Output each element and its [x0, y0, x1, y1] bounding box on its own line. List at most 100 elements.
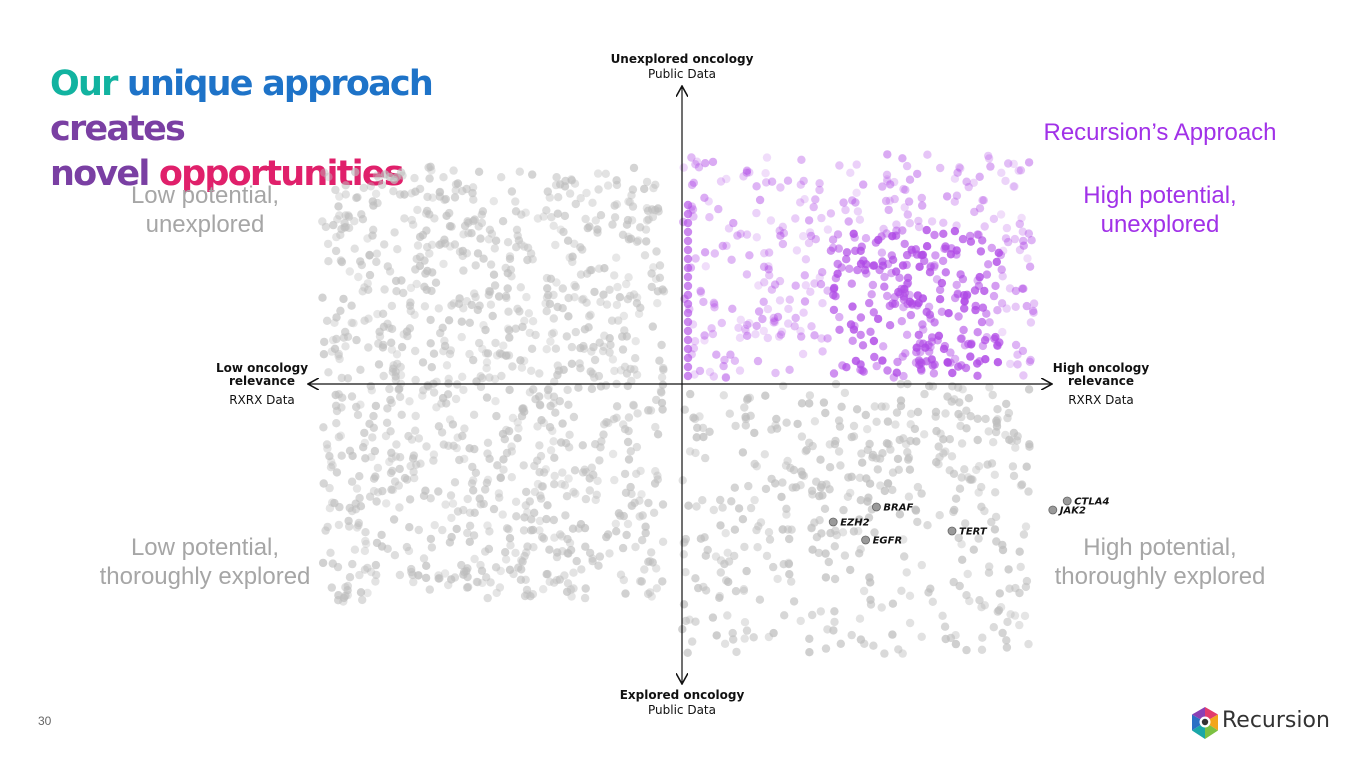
background-point: [365, 492, 375, 501]
background-point: [518, 322, 527, 332]
background-point: [341, 190, 350, 199]
gene-point: [1048, 505, 1058, 515]
background-point: [619, 511, 628, 521]
background-point: [469, 195, 478, 204]
highlight-point: [823, 286, 832, 295]
background-point: [425, 249, 434, 258]
highlight-point: [849, 229, 858, 238]
background-point: [542, 307, 551, 316]
background-point: [898, 649, 907, 658]
background-point: [550, 453, 559, 462]
highlight-point: [754, 281, 763, 290]
highlight-point: [710, 249, 719, 258]
highlight-point: [970, 207, 979, 217]
highlight-point: [950, 354, 960, 364]
highlight-point: [856, 330, 865, 340]
highlight-point: [811, 195, 820, 204]
background-point: [318, 293, 327, 302]
background-point: [560, 211, 570, 221]
background-point: [821, 644, 831, 653]
background-point: [325, 504, 335, 513]
gene-point: [872, 502, 881, 512]
highlight-point: [992, 257, 1001, 267]
highlight-point: [883, 150, 892, 159]
background-point: [494, 292, 504, 301]
background-point: [507, 473, 516, 482]
highlight-point: [951, 293, 960, 303]
background-point: [459, 385, 468, 395]
background-point: [977, 645, 987, 654]
background-point: [888, 599, 898, 608]
background-point: [336, 230, 345, 240]
background-point: [414, 434, 424, 443]
background-point: [798, 470, 807, 480]
highlight-point: [1025, 262, 1035, 271]
highlight-point: [798, 349, 808, 359]
background-point: [549, 328, 558, 337]
background-point: [620, 425, 630, 434]
background-point: [328, 335, 338, 345]
background-point: [987, 459, 997, 468]
background-point: [990, 470, 999, 479]
highlight-point: [835, 161, 844, 170]
background-point: [478, 578, 487, 588]
background-point: [624, 413, 634, 422]
background-point: [654, 207, 663, 216]
background-point: [716, 568, 725, 577]
background-point: [825, 463, 835, 472]
highlight-point: [971, 305, 980, 315]
background-point: [618, 332, 627, 341]
background-point: [334, 520, 344, 530]
highlight-point: [809, 202, 818, 212]
highlight-point: [982, 270, 992, 279]
background-point: [691, 617, 700, 626]
y-axis-top-label: Unexplored oncology Public Data: [582, 53, 782, 82]
background-point: [1011, 443, 1020, 452]
highlight-point: [694, 163, 704, 172]
background-point: [425, 585, 434, 594]
background-point: [653, 287, 663, 296]
background-point: [477, 566, 487, 575]
background-point: [439, 259, 448, 269]
background-point: [920, 430, 929, 439]
highlight-point: [927, 217, 937, 226]
background-point: [629, 290, 639, 299]
background-point: [493, 461, 502, 470]
highlight-point: [868, 280, 878, 290]
background-point: [612, 253, 621, 262]
background-point: [905, 465, 915, 474]
background-point: [374, 360, 384, 369]
background-point: [389, 187, 398, 196]
background-point: [912, 437, 921, 446]
background-point: [740, 618, 750, 627]
highlight-point: [952, 250, 961, 259]
background-point: [421, 573, 431, 583]
background-point: [334, 432, 344, 442]
background-point: [549, 392, 559, 401]
background-point: [334, 390, 343, 399]
highlight-point: [1022, 301, 1031, 311]
background-point: [683, 648, 692, 657]
background-point: [339, 294, 348, 304]
highlight-point: [1003, 237, 1013, 247]
highlight-point: [776, 330, 786, 339]
background-point: [965, 475, 975, 484]
quadrant-line: unexplored: [145, 211, 265, 238]
background-point: [347, 477, 357, 486]
background-point: [738, 515, 748, 524]
background-point: [636, 303, 645, 312]
background-point: [339, 593, 349, 603]
highlight-point: [1014, 166, 1023, 175]
highlight-point: [683, 263, 693, 273]
background-point: [369, 411, 378, 421]
background-point: [469, 355, 478, 365]
background-point: [551, 240, 560, 250]
background-point: [917, 632, 926, 641]
highlight-point: [823, 334, 832, 343]
background-point: [549, 515, 558, 525]
background-point: [545, 423, 555, 432]
background-point: [361, 528, 370, 537]
highlight-point: [874, 235, 883, 245]
background-point: [847, 472, 856, 481]
background-point: [849, 421, 859, 431]
